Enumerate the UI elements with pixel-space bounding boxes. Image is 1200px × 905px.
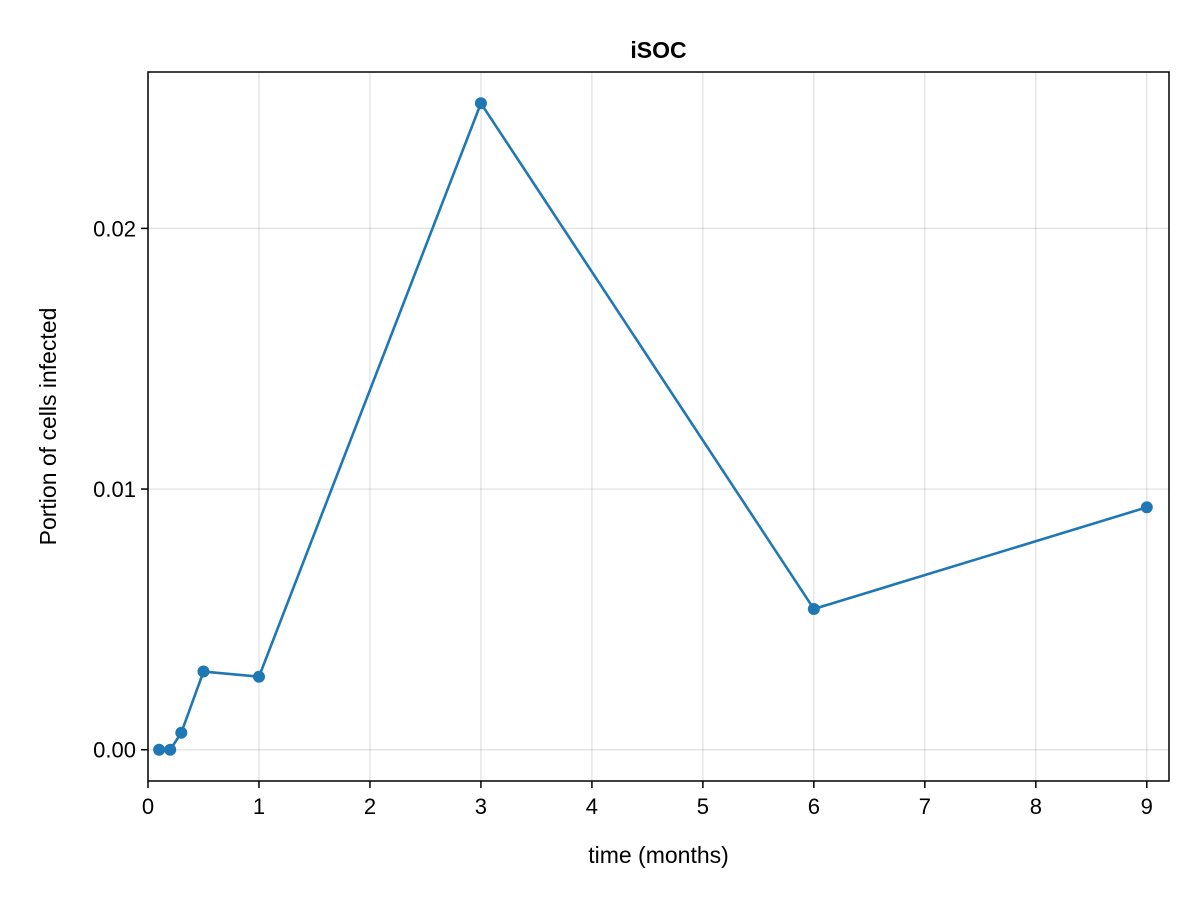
x-tick-label: 6 xyxy=(808,794,820,819)
x-tick-label: 4 xyxy=(586,794,598,819)
plot-frame xyxy=(147,71,1170,782)
x-tick-label: 0 xyxy=(142,794,154,819)
chart-title: iSOC xyxy=(630,37,686,63)
x-tick-label: 5 xyxy=(697,794,709,819)
data-point xyxy=(164,743,177,756)
x-tick-label: 2 xyxy=(364,794,376,819)
data-point xyxy=(197,665,210,678)
data-point xyxy=(474,97,487,110)
x-tick-label: 8 xyxy=(1030,794,1042,819)
x-axis-label: time (months) xyxy=(588,842,729,868)
data-point xyxy=(1140,501,1153,514)
plot-background xyxy=(148,72,1169,781)
x-tick-label: 1 xyxy=(253,794,265,819)
y-tick-label: 0.01 xyxy=(93,477,136,502)
data-point xyxy=(175,726,188,739)
y-tick-label: 0.02 xyxy=(93,216,136,241)
ticks: 0 1 2 3 4 5 6 7 8 9 0.00 0.01 0.02 xyxy=(93,216,1153,819)
data-point xyxy=(153,743,166,756)
y-axis-label: Portion of cells infected xyxy=(35,308,61,546)
data-point xyxy=(807,602,820,615)
grid-lines xyxy=(147,72,1169,781)
y-tick-label: 0.00 xyxy=(93,738,136,763)
series-layer xyxy=(153,97,1153,756)
x-tick-label: 7 xyxy=(919,794,931,819)
x-tick-label: 3 xyxy=(475,794,487,819)
x-tick-label: 9 xyxy=(1141,794,1153,819)
data-point xyxy=(252,670,265,683)
